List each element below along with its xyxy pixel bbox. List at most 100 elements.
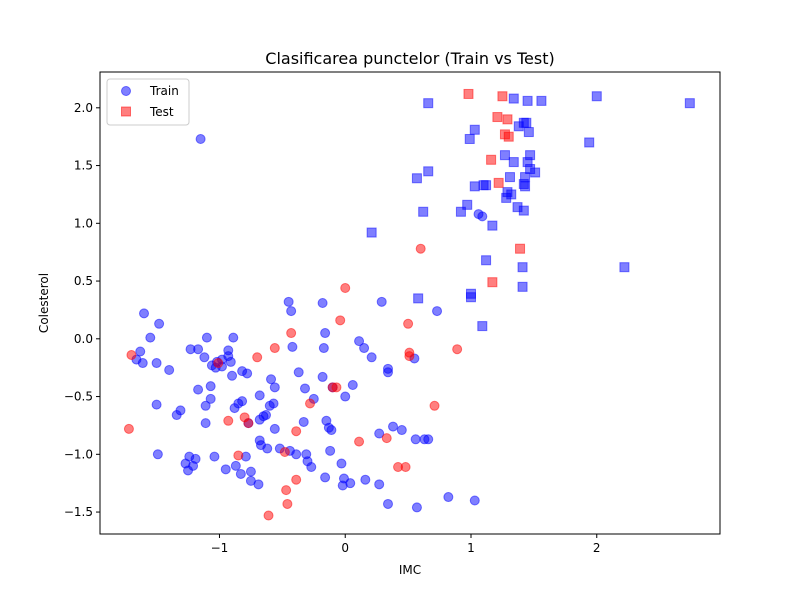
data-point-train-circle-3 (135, 346, 146, 357)
data-point-train-square-9 (508, 157, 519, 168)
data-point-test-square-6 (486, 154, 497, 165)
data-point-train-square-38 (481, 255, 492, 266)
data-point-train-circle-21 (199, 352, 210, 363)
data-point-train-circle-74 (345, 478, 356, 489)
data-point-train-circle-2 (145, 332, 156, 343)
data-point-test-circle-2 (213, 358, 224, 369)
data-point-test-circle-0 (126, 349, 137, 360)
data-point-train-circle-56 (258, 411, 269, 422)
data-point-train-square-43 (413, 293, 424, 304)
data-point-train-circle-77 (382, 498, 393, 509)
data-point-train-square-24 (504, 172, 515, 183)
data-point-train-square-33 (418, 206, 429, 217)
data-point-train-square-1 (464, 133, 475, 144)
y-tick-label-1: −1.0 (64, 447, 93, 461)
data-point-train-square-20 (520, 181, 531, 192)
data-point-test-circle-7 (252, 352, 263, 363)
data-point-train-circle-65 (291, 449, 302, 460)
data-point-train-circle-111 (432, 306, 443, 317)
y-tick-label-4: 0.5 (74, 274, 93, 288)
data-point-train-circle-16 (190, 453, 201, 464)
data-point-train-square-6 (591, 91, 602, 102)
data-point-train-circle-53 (262, 443, 273, 454)
data-point-test-circle-21 (381, 433, 392, 444)
data-point-train-circle-99 (359, 343, 370, 354)
data-point-train-square-17 (530, 167, 541, 178)
data-point-train-circle-91 (317, 371, 328, 382)
data-point-train-circle-5 (137, 358, 148, 369)
data-point-train-square-4 (522, 95, 533, 106)
data-point-train-circle-62 (254, 390, 265, 401)
data-point-train-square-37 (366, 227, 377, 238)
data-point-train-circle-39 (237, 396, 248, 407)
data-point-test-circle-6 (243, 418, 254, 429)
legend-train-label: Train (149, 84, 179, 98)
data-point-train-circle-86 (298, 416, 309, 427)
data-point-train-square-34 (455, 206, 466, 217)
data-point-test-circle-11 (282, 498, 293, 509)
data-point-train-circle-102 (374, 428, 385, 439)
data-point-train-square-12 (521, 117, 532, 128)
data-point-train-square-44 (517, 281, 528, 292)
data-point-test-circle-3 (223, 415, 234, 426)
data-point-train-circle-19 (193, 344, 204, 355)
y-tick-label-5: 1.0 (74, 216, 93, 230)
data-point-train-circle-59 (269, 423, 280, 434)
data-point-test-circle-4 (233, 450, 244, 461)
data-point-train-circle-80 (469, 495, 480, 506)
data-point-test-square-9 (487, 277, 498, 288)
chart-title: Clasificarea punctelor (Train vs Test) (265, 49, 554, 68)
data-point-train-circle-108 (410, 434, 421, 445)
data-point-train-circle-71 (336, 458, 347, 469)
data-point-train-circle-50 (209, 451, 220, 462)
data-point-test-square-7 (493, 177, 504, 188)
x-tick-label-0: −1 (211, 541, 229, 555)
data-point-test-circle-8 (269, 343, 280, 354)
data-point-test-circle-14 (291, 474, 302, 485)
data-point-train-square-7 (684, 98, 695, 109)
data-point-train-circle-98 (354, 336, 365, 347)
data-point-train-circle-75 (360, 474, 371, 485)
data-point-train-circle-27 (200, 418, 211, 429)
data-point-train-circle-24 (205, 381, 216, 392)
data-point-train-circle-100 (366, 352, 377, 363)
legend-test-label: Test (149, 105, 174, 119)
data-point-test-circle-28 (429, 400, 440, 411)
data-point-train-circle-96 (340, 391, 351, 402)
plot-area-frame (99, 71, 721, 535)
data-point-train-square-28 (411, 173, 422, 184)
data-point-train-circle-58 (268, 398, 279, 409)
data-point-train-circle-88 (317, 298, 328, 308)
data-point-train-circle-113 (477, 211, 488, 222)
data-point-train-square-30 (469, 181, 480, 192)
data-point-train-circle-78 (411, 502, 422, 513)
data-point-train-square-42 (465, 292, 476, 303)
data-point-train-circle-25 (205, 393, 216, 404)
data-point-train-circle-69 (320, 472, 331, 483)
data-point-test-circle-10 (281, 485, 292, 496)
data-point-train-circle-83 (287, 341, 298, 352)
data-point-train-square-2 (469, 124, 480, 135)
data-point-train-circle-60 (269, 382, 280, 393)
data-point-train-circle-35 (225, 356, 236, 367)
data-point-train-circle-104 (382, 367, 393, 378)
data-point-test-square-5 (503, 131, 514, 142)
data-point-train-circle-105 (388, 421, 399, 432)
data-point-train-circle-61 (266, 374, 277, 385)
data-point-test-circle-29 (452, 344, 463, 355)
x-tick-label-2: 1 (467, 541, 475, 555)
data-point-train-circle-6 (151, 358, 162, 369)
data-point-test-square-2 (492, 112, 503, 123)
data-point-train-circle-89 (320, 328, 331, 339)
data-point-train-square-5 (536, 95, 547, 106)
data-point-test-circle-1 (123, 423, 134, 434)
data-point-train-circle-20 (201, 332, 212, 343)
y-tick-label-7: 2.0 (74, 101, 93, 115)
y-tick-label-3: 0.0 (74, 332, 93, 346)
data-point-train-square-35 (462, 199, 473, 210)
data-point-train-circle-9 (171, 410, 182, 421)
data-point-train-circle-46 (245, 466, 256, 477)
data-point-train-square-26 (518, 205, 529, 216)
y-tick-label-2: −0.5 (64, 390, 93, 404)
data-point-train-square-36 (487, 220, 498, 231)
